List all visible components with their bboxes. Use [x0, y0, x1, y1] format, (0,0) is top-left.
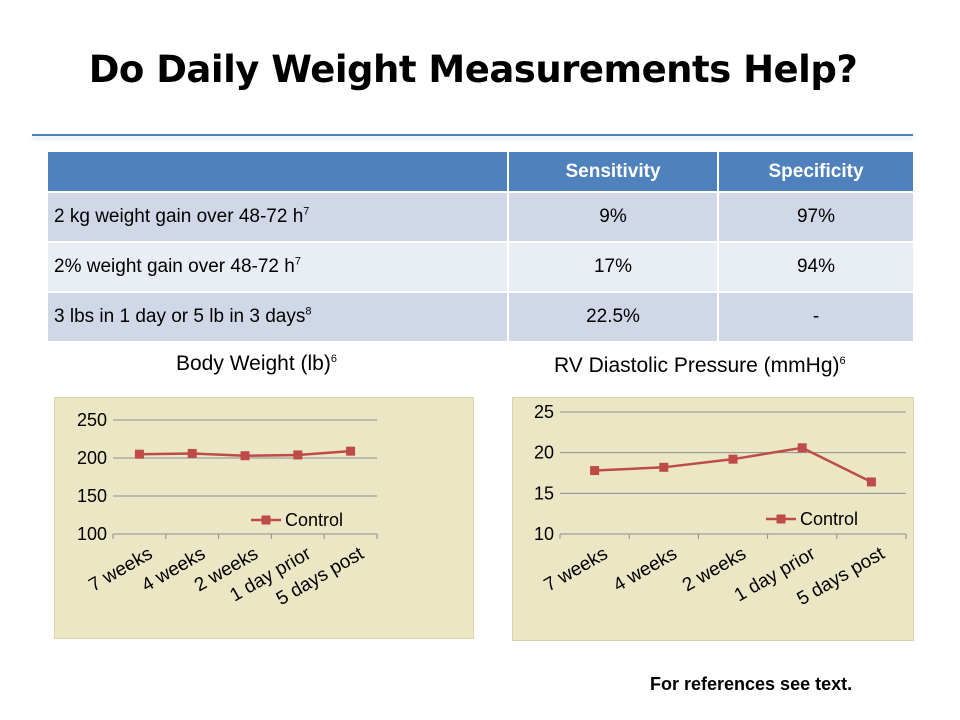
row-specificity: 94%: [717, 241, 913, 292]
chart-title-body-weight: Body Weight (lb)6: [176, 352, 337, 375]
legend-marker: [261, 515, 271, 525]
chart-rv-pressure: 10 15 20 25 7 weeks 4 weeks 2 weeks 1 day prior…: [512, 397, 914, 641]
x-tick-label: 4 weeks: [610, 543, 681, 596]
data-point: [590, 466, 600, 476]
data-point: [240, 451, 250, 461]
y-tick-label: 250: [77, 410, 107, 430]
data-point: [134, 449, 144, 459]
title-divider: [32, 134, 913, 136]
y-tick-label: 25: [534, 402, 554, 422]
row-sensitivity: 17%: [507, 241, 718, 292]
row-sensitivity: 9%: [507, 191, 718, 242]
x-tick-label: 7 weeks: [541, 543, 612, 596]
data-point: [866, 477, 876, 487]
data-point: [659, 462, 669, 472]
row-label: 2 kg weight gain over 48-72 h7: [48, 191, 508, 242]
footer-note: For references see text.: [650, 674, 853, 694]
data-point: [187, 448, 197, 458]
row-label: 2% weight gain over 48-72 h7: [48, 241, 508, 292]
row-specificity: 97%: [717, 191, 913, 242]
measurement-table: Sensitivity Specificity 2 kg weight gain…: [48, 152, 913, 341]
chart-title-rv-pressure: RV Diastolic Pressure (mmHg)6: [554, 354, 846, 377]
header-specificity: Specificity: [717, 152, 913, 192]
legend-marker: [776, 514, 786, 524]
legend-label: Control: [285, 510, 343, 530]
row-sensitivity: 22.5%: [507, 291, 718, 341]
table-row: 3 lbs in 1 day or 5 lb in 3 days8 22.5% …: [48, 291, 913, 341]
header-sensitivity: Sensitivity: [507, 152, 718, 192]
data-point: [346, 446, 356, 456]
table-row: 2% weight gain over 48-72 h7 17% 94%: [48, 241, 913, 292]
chart-body-weight: 100 150 200 250 7 weeks 4 weeks 2 weeks 1 day p…: [54, 397, 474, 639]
y-tick-label: 20: [534, 443, 554, 463]
data-point: [797, 443, 807, 453]
y-tick-label: 15: [534, 483, 554, 503]
data-point: [728, 454, 738, 464]
table-row: 2 kg weight gain over 48-72 h7 9% 97%: [48, 191, 913, 242]
row-label: 3 lbs in 1 day or 5 lb in 3 days8: [48, 291, 508, 341]
y-tick-label: 10: [534, 524, 554, 544]
slide-title: Do Daily Weight Measurements Help?: [88, 48, 858, 91]
table-header-row: Sensitivity Specificity: [48, 152, 913, 192]
row-specificity: -: [717, 291, 913, 341]
y-tick-label: 100: [77, 524, 107, 544]
y-tick-label: 150: [77, 486, 107, 506]
header-empty: [48, 152, 508, 192]
legend-label: Control: [800, 509, 858, 529]
y-tick-label: 200: [77, 448, 107, 468]
data-point: [293, 450, 303, 460]
